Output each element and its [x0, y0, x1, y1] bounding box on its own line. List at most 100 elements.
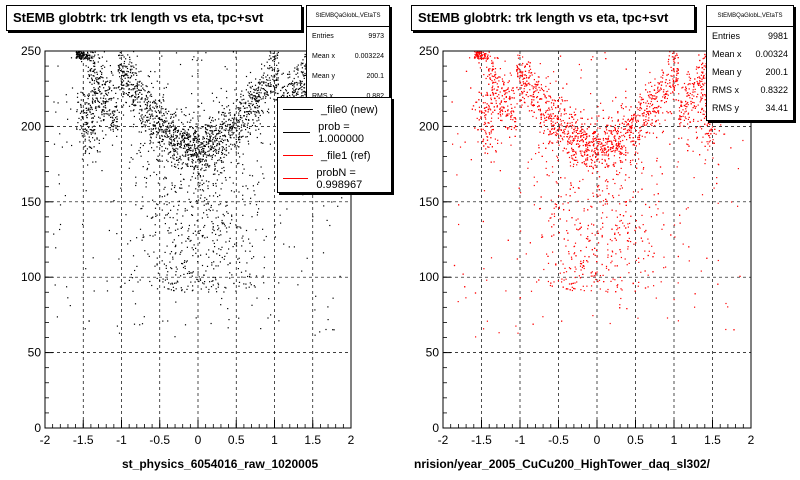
left-data-point — [93, 62, 96, 64]
left-data-point — [184, 208, 186, 210]
right-data-point — [731, 201, 733, 203]
left-data-point — [188, 135, 190, 137]
left-data-point — [251, 100, 253, 103]
right-data-point — [664, 102, 666, 104]
left-data-point — [97, 151, 99, 153]
right-data-point — [575, 219, 577, 221]
left-data-point — [206, 138, 208, 140]
left-data-point — [160, 126, 162, 128]
left-data-point — [180, 173, 182, 175]
left-data-point — [173, 143, 175, 145]
left-data-point — [255, 129, 257, 131]
left-data-point — [222, 213, 224, 215]
left-data-point — [306, 257, 308, 259]
left-data-point — [158, 121, 160, 123]
right-data-point — [619, 123, 621, 125]
left-data-point — [134, 99, 136, 101]
left-data-point — [187, 133, 189, 135]
left-data-point — [107, 101, 109, 103]
left-data-point — [152, 132, 154, 134]
left-data-point — [164, 223, 166, 225]
left-data-point — [79, 141, 81, 143]
left-data-point — [98, 142, 100, 144]
right-data-point — [600, 217, 603, 219]
left-data-point — [163, 135, 166, 137]
left-data-point — [211, 158, 213, 160]
left-data-point — [139, 151, 141, 153]
left-data-point — [167, 230, 169, 232]
left-data-point — [296, 84, 298, 86]
left-data-point — [172, 120, 174, 122]
left-data-point — [258, 93, 260, 95]
left-data-point — [126, 74, 128, 76]
left-data-point — [214, 155, 216, 157]
right-data-point — [639, 227, 641, 229]
right-data-point — [663, 256, 665, 258]
left-data-point — [256, 160, 258, 162]
right-data-point — [623, 115, 625, 117]
right-data-point — [645, 114, 647, 116]
left-data-point — [123, 62, 125, 65]
right-data-point — [707, 143, 709, 145]
left-data-point — [66, 286, 68, 288]
left-data-point — [200, 288, 202, 290]
left-data-point — [174, 253, 176, 255]
left-data-point — [274, 67, 276, 69]
right-data-point — [601, 154, 603, 156]
left-data-point — [301, 80, 303, 82]
right-data-point — [651, 245, 653, 247]
left-data-point — [112, 117, 114, 119]
left-data-point — [239, 116, 242, 119]
right-data-point — [628, 237, 630, 239]
left-data-point — [149, 91, 151, 93]
left-data-point — [155, 215, 157, 217]
right-data-point — [647, 94, 650, 96]
left-data-point — [233, 117, 235, 119]
left-data-point — [183, 155, 185, 157]
right-data-point — [680, 100, 682, 102]
left-data-point — [216, 152, 218, 154]
right-data-point — [549, 217, 551, 219]
left-data-point — [184, 132, 186, 134]
left-data-point — [247, 100, 249, 102]
left-data-point — [251, 304, 253, 306]
right-data-point — [652, 110, 654, 112]
left-data-point — [136, 153, 138, 155]
left-data-point — [245, 75, 248, 78]
left-data-point — [92, 57, 94, 59]
left-data-point — [176, 156, 178, 158]
left-data-point — [221, 167, 223, 169]
right-data-point — [693, 118, 695, 121]
right-data-point — [615, 162, 617, 164]
right-data-point — [599, 127, 601, 129]
left-data-point — [208, 208, 210, 210]
left-data-point — [142, 84, 144, 86]
left-data-point — [178, 161, 180, 163]
left-data-point — [270, 92, 272, 94]
left-data-point — [299, 82, 301, 84]
right-data-point — [515, 118, 517, 120]
left-data-point — [172, 157, 174, 159]
left-data-point — [132, 100, 134, 102]
left-data-point — [248, 105, 250, 107]
right-data-point — [605, 141, 607, 144]
left-data-point — [173, 144, 175, 146]
right-data-point — [689, 97, 691, 99]
left-data-point — [240, 130, 242, 132]
left-data-point — [139, 279, 141, 281]
right-data-point — [641, 172, 643, 174]
left-data-point — [297, 82, 299, 84]
right-data-point — [592, 138, 594, 140]
left-data-point — [118, 54, 120, 56]
left-data-point — [176, 108, 178, 110]
left-data-point — [96, 98, 98, 100]
left-data-point — [156, 214, 158, 216]
right-data-point — [620, 131, 622, 133]
left-data-point — [132, 103, 134, 105]
left-data-point — [191, 214, 194, 216]
left-data-point — [145, 182, 147, 184]
left-data-point — [110, 116, 112, 118]
left-data-point — [141, 110, 143, 112]
left-data-point — [207, 216, 209, 218]
left-data-point — [200, 194, 202, 196]
